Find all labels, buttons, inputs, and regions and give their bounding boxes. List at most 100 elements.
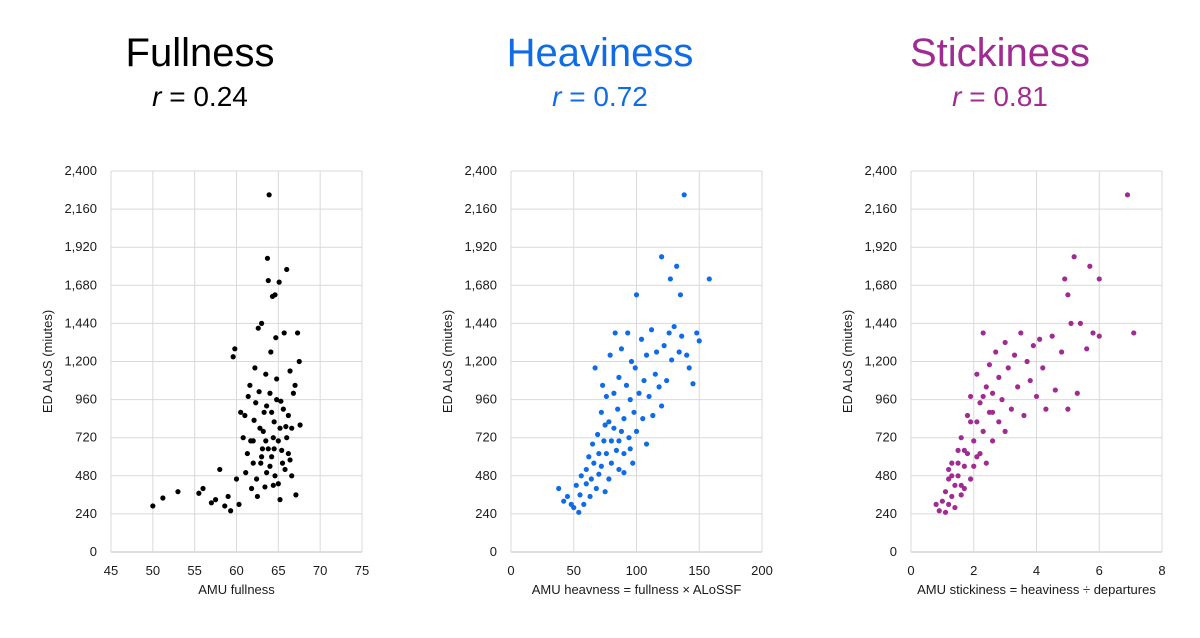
r-symbol: r — [552, 81, 562, 112]
data-point — [996, 374, 1002, 380]
data-point — [606, 476, 612, 482]
data-point — [621, 416, 627, 422]
data-point — [1030, 343, 1036, 349]
data-point — [264, 470, 270, 476]
data-point — [263, 371, 269, 377]
data-point — [255, 325, 261, 331]
data-point — [686, 365, 692, 371]
data-point — [269, 409, 275, 415]
data-point — [643, 352, 650, 358]
data-point — [602, 489, 608, 495]
panel-title: Heaviness — [506, 31, 694, 75]
x-tick-label: 8 — [1158, 563, 1165, 578]
y-tick-label: 240 — [75, 506, 97, 521]
data-point — [259, 320, 265, 326]
data-point — [593, 485, 599, 492]
r-symbol: r — [952, 81, 962, 112]
data-point — [601, 438, 607, 444]
data-point — [269, 454, 275, 460]
stickiness-panel: Stickiness r = 0.81 0 240 480 720 960 1,200 1,… — [800, 0, 1200, 638]
data-point — [583, 481, 589, 487]
y-tick-label: 1,200 — [464, 354, 497, 369]
data-point — [208, 500, 214, 506]
data-point — [606, 419, 612, 425]
data-point — [287, 368, 293, 374]
y-tick-label: 2,400 — [864, 163, 897, 178]
data-point — [284, 435, 290, 441]
data-point — [949, 473, 955, 479]
data-point — [627, 446, 633, 452]
data-point — [631, 409, 637, 415]
data-point — [942, 509, 949, 515]
data-point — [1096, 276, 1102, 282]
data-point — [623, 382, 630, 388]
data-point — [578, 473, 584, 479]
data-point — [222, 503, 228, 509]
data-point — [274, 376, 280, 382]
y-tick-label: 720 — [475, 430, 497, 445]
data-point — [287, 457, 293, 463]
data-point — [285, 450, 291, 457]
data-point — [674, 263, 680, 269]
data-point — [1021, 412, 1027, 419]
heaviness-panel: Heaviness r = 0.72 0 240 480 720 960 1,200 1,4… — [400, 0, 800, 638]
data-point — [983, 460, 989, 466]
data-point — [656, 384, 662, 390]
heaviness-scatter-chart: 0 240 480 720 960 1,200 1,440 1,680 1,920 2,160 2,… — [440, 163, 773, 597]
y-tick-label: 240 — [875, 506, 897, 521]
data-point — [292, 382, 298, 388]
data-point — [671, 323, 677, 330]
data-point — [603, 393, 609, 400]
data-point — [277, 425, 283, 431]
data-point — [608, 460, 614, 466]
data-point — [581, 501, 587, 507]
data-point — [571, 504, 577, 511]
data-point — [684, 352, 690, 358]
y-axis-label: ED ALoS (miutes) — [840, 310, 855, 413]
data-point — [1027, 377, 1033, 384]
data-point — [591, 460, 597, 466]
data-point — [598, 409, 604, 415]
data-point — [289, 425, 295, 431]
data-point — [603, 450, 609, 457]
data-point — [268, 349, 274, 355]
y-tick-label: 0 — [890, 544, 897, 559]
data-point — [989, 409, 996, 415]
data-point — [276, 279, 282, 285]
y-axis-label: ED ALoS (miutes) — [40, 310, 55, 413]
data-point — [1071, 254, 1077, 260]
data-point — [964, 412, 971, 419]
data-point — [265, 446, 271, 452]
data-point — [1065, 292, 1071, 298]
data-point — [273, 335, 279, 341]
data-point — [285, 412, 291, 419]
data-point — [280, 406, 286, 412]
data-point — [1131, 330, 1137, 336]
data-point — [625, 330, 631, 336]
y-tick-label: 480 — [75, 468, 97, 483]
data-point — [618, 428, 625, 434]
y-tick-label: 2,160 — [464, 201, 497, 216]
r-symbol: r — [152, 81, 162, 112]
y-tick-label: 720 — [75, 430, 97, 445]
data-point — [659, 403, 665, 409]
data-point — [607, 352, 613, 358]
x-axis-label: AMU heavness = fullness × ALoSSF — [532, 582, 742, 597]
data-point — [989, 390, 996, 396]
data-point — [277, 497, 283, 503]
data-point — [252, 365, 258, 371]
data-point — [664, 377, 670, 384]
data-point — [612, 330, 618, 336]
data-point — [583, 466, 589, 473]
y-axis-label: ED ALoS (miutes) — [440, 310, 455, 413]
data-point — [564, 493, 571, 500]
data-point — [588, 476, 594, 482]
data-point — [936, 508, 942, 514]
data-point — [1011, 352, 1018, 358]
data-point — [573, 482, 579, 488]
data-point — [955, 473, 961, 479]
data-point — [1084, 346, 1090, 352]
panel-correlation: r = 0.72 — [400, 80, 800, 114]
y-tick-label: 1,920 — [64, 239, 97, 254]
x-tick-label: 60 — [229, 563, 243, 578]
